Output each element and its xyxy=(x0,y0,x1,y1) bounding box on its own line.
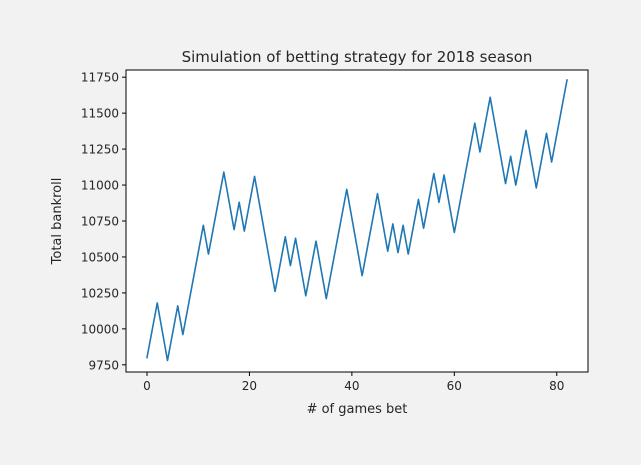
plot-area xyxy=(126,70,588,372)
y-axis-label: Total bankroll xyxy=(50,178,65,266)
y-axis: 9750 10000 10250 10500 10750 11000 11250 11500 1… xyxy=(81,71,126,372)
x-axis-label: # of games bet xyxy=(307,402,408,417)
x-tick-label: 60 xyxy=(447,379,462,393)
series-layer xyxy=(146,79,568,362)
x-axis: 0 20 40 60 80 xyxy=(143,372,564,393)
y-tick-label: 11750 xyxy=(81,71,119,85)
y-tick-label: 10000 xyxy=(81,322,119,336)
y-tick-label: 10500 xyxy=(81,250,119,264)
y-tick-label: 10750 xyxy=(81,215,119,229)
x-tick-label: 0 xyxy=(143,379,151,393)
chart-title: Simulation of betting strategy for 2018 … xyxy=(182,48,533,66)
y-tick-label: 11000 xyxy=(81,179,119,193)
y-tick-label: 11500 xyxy=(81,107,119,121)
y-tick-label: 9750 xyxy=(88,358,119,372)
y-tick-label: 11250 xyxy=(81,143,119,157)
x-tick-label: 20 xyxy=(242,379,257,393)
x-tick-label: 80 xyxy=(549,379,564,393)
x-tick-label: 40 xyxy=(344,379,359,393)
y-tick-label: 10250 xyxy=(81,286,119,300)
series-line-0 xyxy=(146,79,568,362)
